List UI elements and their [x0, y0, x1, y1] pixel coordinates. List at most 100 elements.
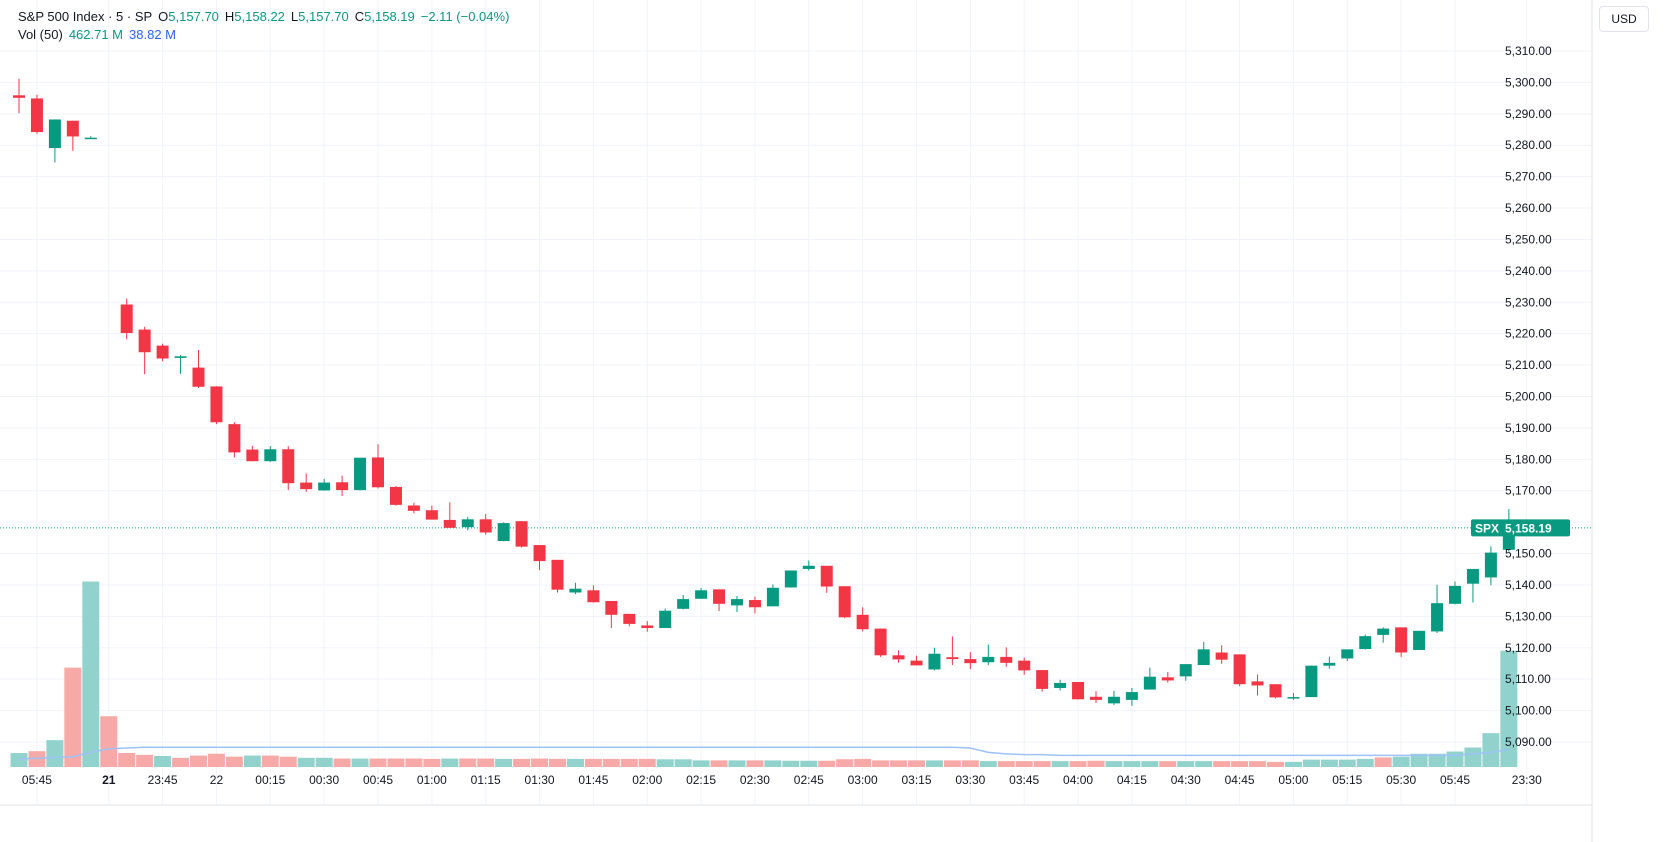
time-axis-tick-label: 21 — [102, 773, 116, 787]
volume-bar — [1051, 761, 1069, 767]
candle-body — [1090, 696, 1102, 700]
last-price-value: 5,158.19 — [1505, 521, 1552, 535]
candlestick — [641, 621, 654, 632]
candle-body — [425, 510, 438, 520]
candle-body — [587, 590, 600, 603]
close-value: 5,158.19 — [364, 9, 415, 24]
high-label: H — [224, 9, 235, 24]
volume-bar — [1482, 733, 1500, 767]
candlestick — [84, 136, 97, 140]
candle-body — [1287, 697, 1300, 699]
volume-bar — [513, 758, 531, 767]
price-axis-tick-label: 5,280.00 — [1505, 138, 1552, 152]
last-price-label: SPX 5,158.19 — [1471, 519, 1570, 537]
candlestick — [66, 120, 79, 151]
candle-body — [443, 519, 456, 528]
volume-ma-value: 38.82 M — [129, 27, 176, 42]
low-label: L — [290, 9, 299, 24]
time-axis-tick-label: 02:15 — [686, 773, 716, 787]
candlestick — [497, 522, 510, 542]
candlestick — [820, 565, 833, 593]
candle-body — [623, 613, 636, 624]
candlestick — [1107, 690, 1120, 705]
candle-body — [874, 628, 887, 656]
candlestick — [13, 78, 25, 114]
candlestick — [318, 478, 331, 491]
volume-bar — [279, 756, 297, 767]
candle-body — [1341, 649, 1354, 659]
candlestick — [659, 608, 672, 628]
volume-moving-average-line — [18, 746, 1509, 760]
candlestick — [389, 486, 402, 506]
candlestick — [1090, 691, 1102, 704]
currency-button[interactable]: USD — [1599, 6, 1649, 32]
candle-body — [856, 614, 869, 630]
candlestick — [838, 586, 851, 619]
volume-bar — [656, 759, 674, 767]
candle-body — [336, 482, 349, 491]
candlestick — [1305, 665, 1318, 698]
candle-body — [461, 519, 474, 528]
volume-bar — [28, 751, 46, 767]
candlestick — [1287, 693, 1300, 700]
candle-body — [497, 523, 510, 541]
candle-body — [928, 653, 941, 670]
time-axis-tick-label: 01:45 — [578, 773, 608, 787]
candlestick — [1323, 656, 1336, 669]
volume-bar — [64, 667, 82, 767]
volume-bar — [961, 760, 979, 767]
candlestick — [910, 655, 923, 666]
candle-body — [228, 424, 241, 453]
volume-indicator-title[interactable]: Vol (50) — [18, 27, 63, 42]
candlestick — [1269, 684, 1282, 699]
candle-body — [300, 482, 313, 490]
candlestick — [138, 326, 151, 375]
candle-body — [1018, 660, 1031, 671]
candle-body — [210, 386, 223, 423]
volume-bar — [1015, 761, 1033, 767]
candle-body — [677, 599, 690, 609]
volume-bar — [854, 758, 872, 767]
candlestick — [407, 502, 420, 514]
volume-bar — [10, 753, 28, 767]
candle-body — [910, 660, 923, 666]
volume-bar — [602, 758, 620, 767]
volume-bar — [1105, 761, 1123, 767]
candle-body — [1161, 677, 1174, 681]
volume-bar — [1446, 751, 1464, 767]
volume-bar — [441, 758, 459, 767]
candlestick — [156, 343, 169, 362]
volume-bar — [225, 756, 243, 767]
volume-bar — [387, 758, 405, 767]
candle-body — [1072, 682, 1085, 700]
price-axis-tick-label: 5,210.00 — [1505, 358, 1552, 372]
candle-body — [1197, 649, 1210, 666]
volume-bar — [674, 759, 692, 767]
chart-legend: S&P 500 Index · 5 · SP O5,157.70 H5,158.… — [18, 8, 509, 44]
candlestick — [1197, 641, 1210, 666]
volume-bar — [1302, 759, 1320, 767]
candle-body — [389, 486, 402, 505]
price-axis-tick-label: 5,090.00 — [1505, 735, 1552, 749]
volume-bar — [1249, 761, 1267, 767]
candle-body — [1143, 676, 1156, 690]
candle-body — [605, 600, 618, 615]
candlestick — [874, 628, 887, 657]
candlestick — [336, 475, 349, 497]
candlestick — [802, 560, 815, 571]
volume-bar — [549, 758, 566, 767]
symbol-title[interactable]: S&P 500 Index · 5 · SP — [18, 9, 153, 24]
volume-bar — [1428, 753, 1446, 767]
candle-body — [407, 505, 420, 511]
candlestick — [695, 588, 708, 599]
candle-body — [784, 570, 797, 588]
candlestick — [623, 613, 636, 627]
candlestick — [713, 589, 726, 612]
volume-pane — [10, 581, 1518, 767]
candle-body — [695, 590, 708, 599]
candle-body — [569, 588, 582, 593]
time-axis-tick-label: 01:30 — [525, 773, 555, 787]
candle-body — [282, 449, 295, 484]
price-axis-tick-label: 5,220.00 — [1505, 327, 1552, 341]
